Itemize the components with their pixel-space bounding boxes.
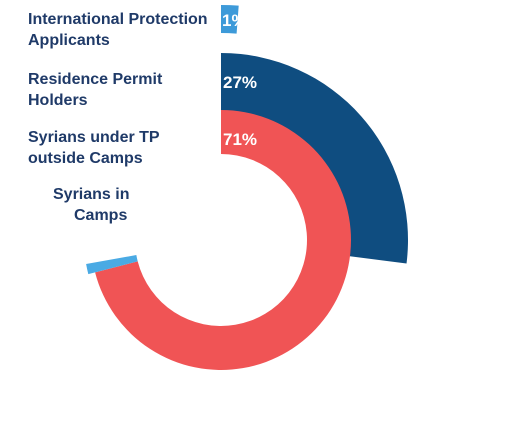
bar-syrians-under-tp-outside-camps [95,110,351,371]
value-label-syrians-under-tp-outside-camps: 71% [223,130,257,149]
category-label-residence-permit-holders: Residence Permit Holders [28,71,163,109]
bar-syrians-in-camps [86,255,138,275]
category-label-syrians-under-tp-outside-camps: Syrians under TP outside Camps [28,129,160,167]
value-label-international-protection-applicants: 1% [222,11,247,30]
bar-residence-permit-holders [221,53,409,264]
category-label-syrians-in-camps: Syrians in Camps [53,186,130,224]
bar-international-protection-applicants [221,5,239,34]
value-label-residence-permit-holders: 27% [223,73,257,92]
value-label-syrians-in-camps: 1% [97,238,122,257]
category-label-international-protection-applicants: International Protection Applicants [28,11,208,49]
